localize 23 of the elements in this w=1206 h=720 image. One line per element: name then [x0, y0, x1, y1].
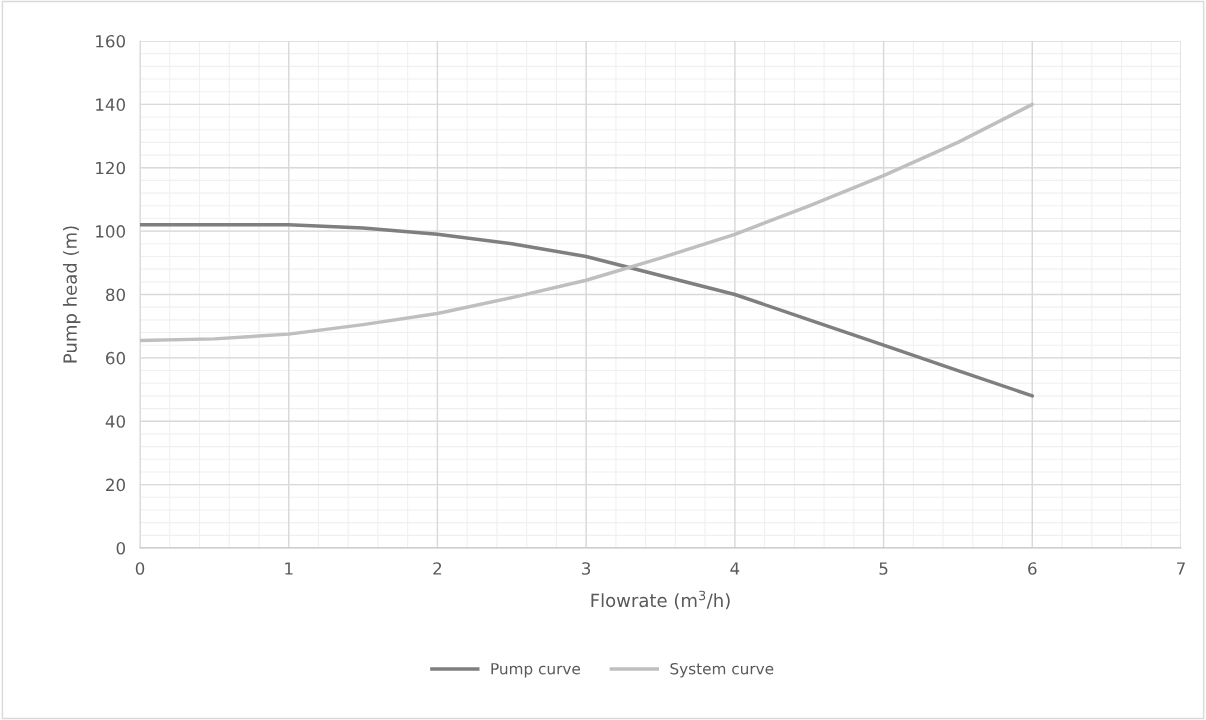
x-tick-label: 3 [582, 562, 591, 575]
line-series [140, 223, 1035, 398]
x-tick-label: 6 [1028, 562, 1037, 575]
x-tick-label: 7 [1177, 562, 1185, 575]
y-tick-label: 100 [96, 225, 125, 238]
y-tick-label: 120 [96, 161, 125, 175]
x-tick-label: 0 [135, 562, 145, 575]
legend-label: System curve [670, 662, 774, 678]
y-tick-label: 20 [106, 478, 125, 492]
y-tick-label: 60 [106, 351, 125, 365]
y-tick-label: 80 [106, 288, 125, 302]
y-tick-label: 140 [96, 98, 125, 111]
x-tick-label: 1 [285, 562, 293, 575]
y-axis-title: Pump head (m) [62, 226, 81, 363]
x-tick-label: 2 [433, 562, 442, 575]
y-tick-label: 40 [105, 415, 125, 428]
x-tick-label: 5 [879, 562, 888, 575]
legend-label: Pump curve [491, 663, 581, 678]
x-tick-label: 4 [730, 562, 740, 575]
line-series [140, 102, 1035, 343]
y-tick-label: 160 [96, 34, 125, 48]
y-tick-label: 0 [116, 541, 125, 555]
x-axis-title: Flowrate (m$^{3}$/h) [591, 590, 730, 610]
